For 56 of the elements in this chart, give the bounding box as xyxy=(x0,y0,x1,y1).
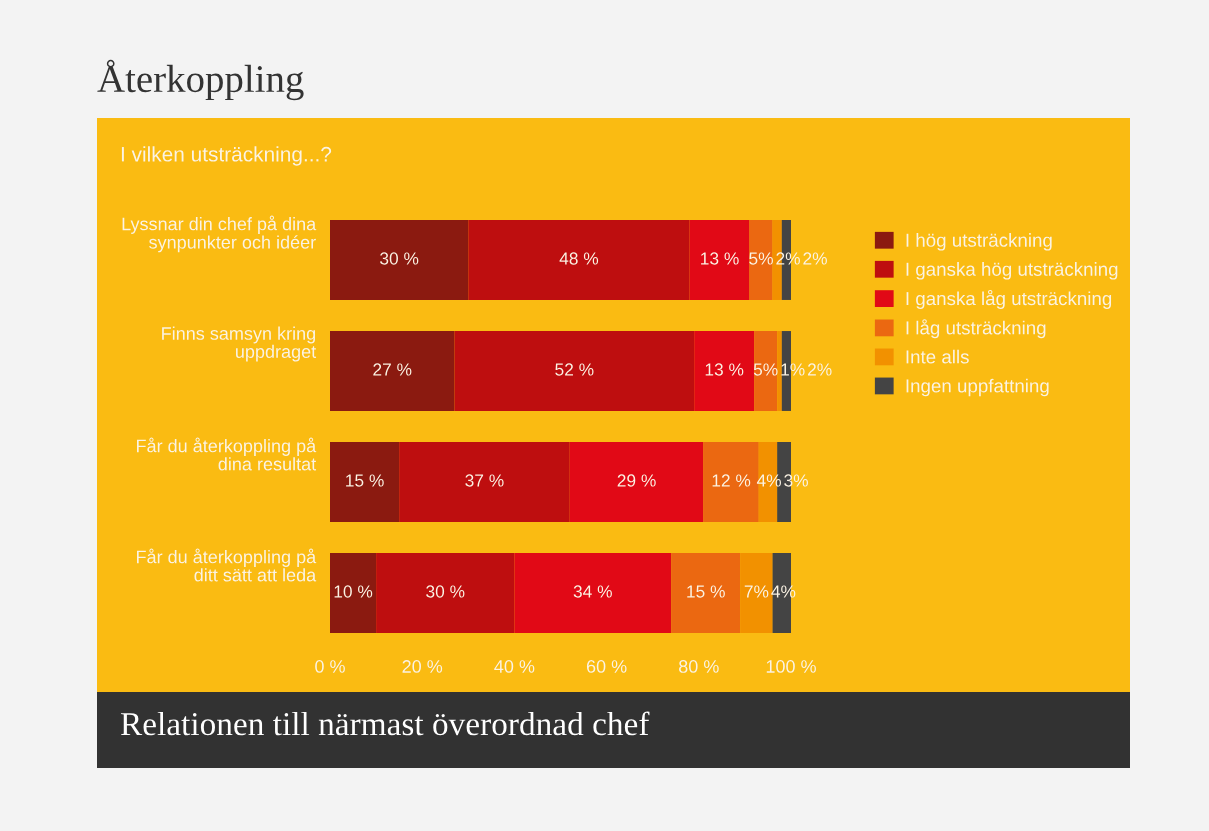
data-label: 10 % xyxy=(334,585,373,598)
data-label: 13 % xyxy=(705,363,744,376)
data-label: 27 % xyxy=(373,363,412,376)
bar xyxy=(399,442,570,522)
data-label: 5% xyxy=(749,252,773,265)
legend-label: I ganska låg utsträckning xyxy=(906,289,1112,309)
data-label: 48 % xyxy=(559,252,599,265)
data-label: 13 % xyxy=(701,252,739,265)
bar xyxy=(749,220,773,300)
bar xyxy=(740,553,773,633)
y-tick-label: Lyssnar din chef på dina synpunkter och idéer xyxy=(122,215,317,253)
x-tick-label: 20 % xyxy=(402,660,443,673)
text: Relationen till närmast överordnad chef xyxy=(120,711,650,736)
x-tick-label: 40 % xyxy=(494,660,535,673)
bar xyxy=(777,331,782,411)
bar xyxy=(569,442,704,522)
bar xyxy=(330,442,400,522)
bar xyxy=(689,220,750,300)
data-label: 15 % xyxy=(687,585,725,598)
legend-label: I hög utsträckning xyxy=(906,233,1052,251)
bar xyxy=(671,553,741,633)
bar xyxy=(514,553,672,633)
data-label: 29 % xyxy=(617,474,656,487)
data-label: 30 % xyxy=(426,585,465,598)
data-label: 34 % xyxy=(573,585,612,598)
x-tick-label: 60 % xyxy=(586,660,627,673)
bar xyxy=(376,553,515,633)
data-label: 30 % xyxy=(380,252,419,265)
data-label: 52 % xyxy=(555,363,594,376)
data-label: 15 % xyxy=(346,474,384,487)
legend-label: Ingen uppfattning xyxy=(906,378,1049,397)
x-tick-label: 80 % xyxy=(679,660,719,673)
legend-label: I ganska hög utsträckning xyxy=(906,262,1118,280)
bar xyxy=(330,220,469,300)
legend-label: I låg utsträckning xyxy=(906,319,1046,339)
data-label: 37 % xyxy=(465,474,504,487)
chart-subtitle: I vilken utsträckning...? xyxy=(121,146,332,166)
bar xyxy=(330,331,455,411)
x-tick-label: 0 % xyxy=(315,660,345,673)
y-tick-label: Får du återkoppling på dina resultat xyxy=(137,437,317,471)
bar xyxy=(754,331,778,411)
y-tick-label: Får du återkoppling på ditt sätt att leda xyxy=(137,548,317,582)
data-label: 12 % xyxy=(712,474,751,487)
data-label: 5% xyxy=(753,363,778,376)
bar xyxy=(703,442,759,522)
chart-title: Återkoppling xyxy=(97,59,304,101)
legend-label: Inte alls xyxy=(906,349,969,364)
y-tick-label: Finns samsyn kring uppdraget xyxy=(162,326,317,362)
data-label: 2% xyxy=(803,252,827,265)
bar xyxy=(694,331,755,411)
bar xyxy=(468,220,690,300)
data-label: 2% xyxy=(807,363,832,376)
bar xyxy=(330,553,377,633)
x-tick-label: 100 % xyxy=(766,660,816,673)
bar xyxy=(454,331,695,411)
data-label: 7% xyxy=(744,585,769,598)
